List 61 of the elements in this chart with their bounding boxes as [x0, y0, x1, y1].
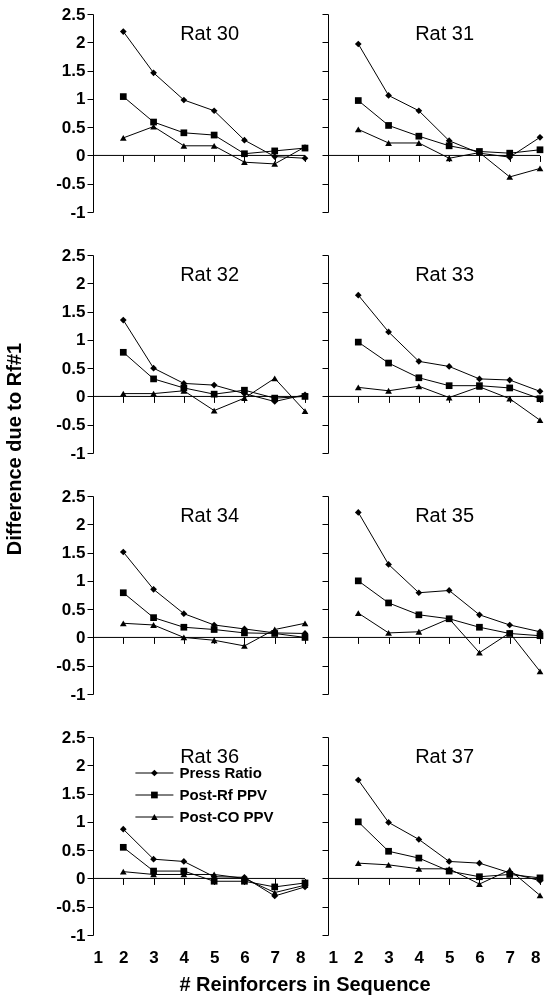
chart-title: Rat 33: [415, 263, 475, 285]
y-tick-label: 1.5: [61, 61, 86, 81]
x-tick-label: 2: [119, 947, 129, 967]
chart-title: Rat 30: [180, 22, 240, 44]
y-tick-label: 1: [76, 571, 86, 591]
y-tick-label: 1: [76, 89, 86, 109]
y-tick-label: 0: [76, 868, 86, 888]
chart-title: Rat 37: [415, 745, 475, 767]
y-tick-label: -0.5: [56, 897, 86, 917]
y-tick-label: 1.5: [61, 302, 86, 322]
y-tick-label: -0.5: [56, 415, 86, 435]
y-tick-label: -1: [70, 684, 86, 704]
x-tick-label: 2: [354, 947, 364, 967]
y-tick-label: 2: [76, 755, 86, 775]
y-axis-title: Difference due to Rf#1: [3, 342, 25, 556]
y-tick-label: 2: [76, 32, 86, 52]
y-tick-label: 0.5: [61, 840, 86, 860]
y-tick-label: 0.5: [61, 117, 86, 137]
y-tick-label: -0.5: [56, 174, 86, 194]
legend-label: Post-CO PPV: [179, 808, 274, 825]
x-tick-label: 5: [209, 947, 220, 967]
y-tick-label: -1: [70, 202, 86, 222]
x-tick-label: 8: [531, 947, 541, 967]
y-tick-label: 1.5: [61, 543, 86, 563]
y-tick-label: -1: [70, 443, 86, 463]
y-tick-label: 0: [76, 145, 86, 165]
y-tick-label: 2.5: [61, 486, 86, 506]
x-axis-title: # Reinforcers in Sequence: [179, 973, 431, 995]
legend-label: Post-Rf PPV: [179, 786, 267, 803]
chart-title: Rat 32: [180, 263, 240, 285]
chart-title: Rat 31: [415, 22, 475, 44]
legend-label: Press Ratio: [179, 764, 262, 781]
y-tick-label: 1.5: [61, 784, 86, 804]
y-tick-label: -1: [70, 925, 86, 945]
y-tick-label: 0.5: [61, 358, 86, 378]
x-tick-label: 4: [414, 947, 425, 967]
y-tick-label: 1: [76, 812, 86, 832]
y-tick-label: 0: [76, 627, 86, 647]
x-tick-label: 1: [93, 947, 103, 967]
x-tick-label: 5: [444, 947, 455, 967]
x-tick-label: 4: [179, 947, 190, 967]
y-tick-label: -0.5: [56, 656, 86, 676]
x-tick-label: 7: [505, 947, 515, 967]
y-tick-label: 2: [76, 273, 86, 293]
y-tick-label: 1: [76, 330, 86, 350]
chart-title: Rat 34: [180, 504, 240, 526]
y-tick-label: 2.5: [61, 245, 86, 265]
y-tick-label: 2.5: [61, 727, 86, 747]
x-tick-label: 3: [384, 947, 394, 967]
chart-title: Rat 35: [415, 504, 475, 526]
y-tick-label: 2: [76, 514, 86, 534]
x-tick-label: 7: [270, 947, 280, 967]
y-tick-label: 0.5: [61, 599, 86, 619]
y-tick-label: 2.5: [61, 4, 86, 24]
x-tick-label: 8: [296, 947, 306, 967]
x-tick-label: 6: [475, 947, 485, 967]
x-tick-label: 6: [240, 947, 250, 967]
x-tick-label: 3: [149, 947, 159, 967]
chart-title: Rat 36: [180, 745, 240, 767]
y-tick-label: 0: [76, 386, 86, 406]
x-tick-label: 1: [328, 947, 338, 967]
